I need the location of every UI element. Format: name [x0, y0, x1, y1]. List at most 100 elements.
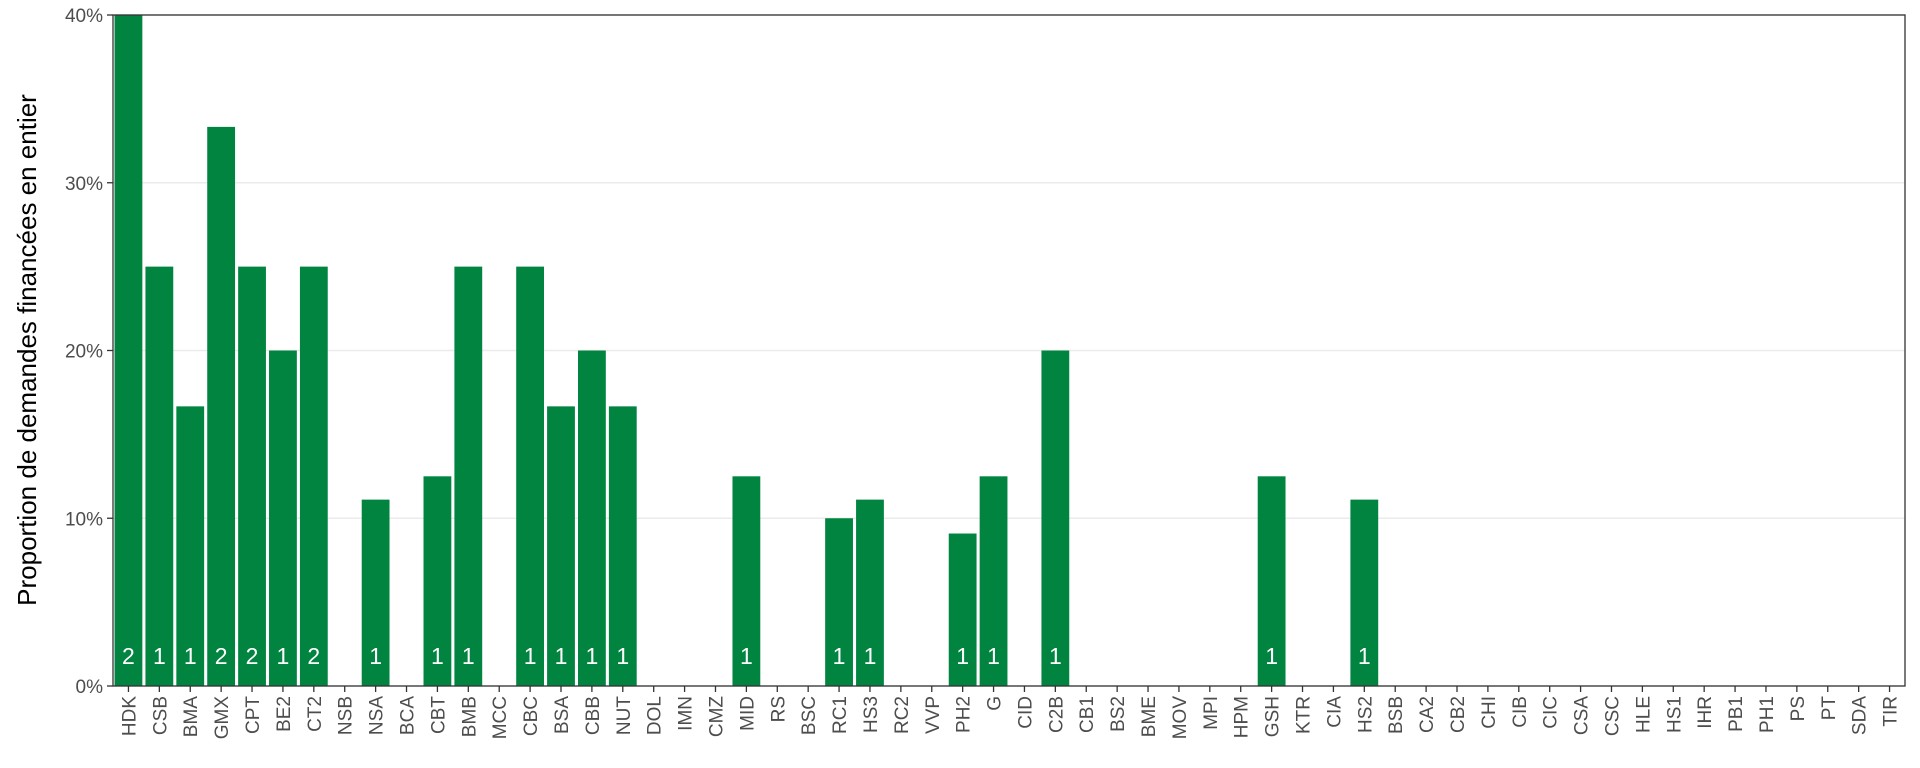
y-tick-label: 40% — [65, 6, 103, 27]
x-tick-label: HS1 — [1664, 696, 1685, 733]
x-tick-label: CBC — [521, 696, 542, 736]
bar-count-label: 1 — [616, 643, 629, 669]
bar-count-label: 1 — [184, 643, 197, 669]
bar-count-label: 1 — [1049, 643, 1062, 669]
bar-hs3 — [856, 499, 884, 686]
bar-mid — [732, 476, 761, 686]
bar-g — [979, 476, 1008, 686]
x-tick-label: CBB — [583, 696, 604, 735]
bar-cpt — [238, 266, 266, 686]
bar-hdk — [114, 15, 143, 686]
x-tick-label: CT2 — [305, 696, 326, 732]
x-tick-label: BSB — [1386, 696, 1407, 734]
bar-gsh — [1257, 476, 1286, 686]
y-tick-label: 0% — [76, 677, 104, 698]
y-axis: 0% 10% 20% 30% 40% — [65, 6, 113, 698]
bar-count-label: 2 — [307, 643, 320, 669]
bar-cbt — [423, 476, 452, 686]
x-tick-label: CIC — [1541, 696, 1562, 729]
bar-count-label: 1 — [431, 643, 444, 669]
bar-count-label: 1 — [987, 643, 1000, 669]
x-tick-label: MCC — [490, 696, 511, 739]
bar-csb — [145, 266, 174, 686]
x-tick-label: BCA — [398, 696, 419, 735]
x-tick-label: PH2 — [954, 696, 975, 733]
x-tick-label: CB2 — [1448, 696, 1469, 733]
bar-count-label: 1 — [524, 643, 537, 669]
bar-count-label: 1 — [153, 643, 166, 669]
x-tick-label: HDK — [119, 696, 140, 736]
bar-nut — [608, 406, 637, 686]
x-tick-label: PS — [1788, 696, 1809, 721]
x-tick-label: NSB — [336, 696, 357, 735]
x-tick-label: MOV — [1170, 696, 1191, 740]
bar-count-label: 2 — [246, 643, 259, 669]
x-tick-label: CA2 — [1417, 696, 1438, 733]
bar-ph2 — [948, 533, 977, 686]
x-axis: HDK CSB BMA GMX CPT BE2 CT2 NSB NSA BCA CBT BMB MCC C… — [119, 686, 1902, 740]
bar-c2b — [1041, 350, 1070, 686]
bar-count-label: 1 — [369, 643, 382, 669]
y-tick-label: 30% — [65, 174, 103, 195]
y-tick-label: 20% — [65, 342, 103, 363]
x-tick-label: NSA — [367, 696, 388, 735]
bar-nsa — [361, 499, 390, 686]
x-tick-label: MID — [737, 696, 758, 731]
bar-count-label: 1 — [1265, 643, 1278, 669]
bar-count-label: 2 — [215, 643, 228, 669]
x-tick-label: BE2 — [274, 696, 295, 732]
bar-count-label: 1 — [277, 643, 290, 669]
x-tick-label: TIR — [1881, 696, 1902, 727]
x-tick-label: CMZ — [706, 696, 727, 738]
x-tick-label: HS2 — [1355, 696, 1376, 733]
x-tick-label: RC2 — [892, 696, 913, 734]
bar-count-label: 1 — [555, 643, 568, 669]
bar-hs2 — [1350, 499, 1379, 686]
x-tick-label: CSB — [150, 696, 171, 735]
x-tick-label: CSC — [1602, 696, 1623, 736]
x-tick-label: CHI — [1479, 696, 1500, 729]
x-tick-label: IMN — [676, 696, 697, 731]
x-tick-label: MPI — [1201, 696, 1222, 730]
x-tick-label: CBT — [428, 696, 449, 734]
x-tick-label: CID — [1015, 696, 1036, 729]
x-tick-label: BSC — [799, 696, 820, 735]
x-tick-label: C2B — [1046, 696, 1067, 733]
x-tick-label: HLE — [1633, 696, 1654, 733]
y-axis-title: Proportion de demandes financées en enti… — [12, 94, 42, 606]
bar-count-label: 1 — [462, 643, 475, 669]
bar-bsa — [547, 406, 575, 686]
x-tick-label: BS2 — [1108, 696, 1129, 732]
x-tick-label: GMX — [212, 696, 233, 740]
x-tick-label: BMA — [181, 696, 202, 738]
x-tick-label: G — [985, 696, 1006, 711]
x-tick-label: PT — [1819, 696, 1840, 721]
bar-count-label: 1 — [864, 643, 877, 669]
x-tick-label: PB1 — [1726, 696, 1747, 732]
bar-bmb — [454, 266, 483, 686]
x-tick-label: RC1 — [830, 696, 851, 734]
x-tick-label: VVP — [923, 696, 944, 734]
x-tick-label: GSH — [1263, 696, 1284, 737]
x-tick-label: HPM — [1232, 696, 1253, 738]
bar-cbb — [577, 350, 606, 686]
bar-bma — [176, 406, 205, 686]
x-tick-label: BME — [1139, 696, 1160, 737]
x-tick-label: RS — [768, 696, 789, 722]
bar-gmx — [207, 126, 236, 686]
x-tick-label: CIB — [1510, 696, 1531, 728]
x-tick-label: BSA — [552, 696, 573, 734]
x-tick-label: HS3 — [861, 696, 882, 733]
x-tick-label: DOL — [645, 696, 666, 735]
bar-count-label: 2 — [122, 643, 135, 669]
x-tick-label: CIA — [1324, 696, 1345, 728]
bar-be2 — [269, 350, 297, 686]
x-tick-label: IHR — [1695, 696, 1716, 729]
bar-count-label: 1 — [833, 643, 846, 669]
bar-ct2 — [299, 266, 328, 686]
y-tick-label: 10% — [65, 509, 103, 530]
x-tick-label: CB1 — [1077, 696, 1098, 733]
x-tick-label: SDA — [1850, 696, 1871, 735]
